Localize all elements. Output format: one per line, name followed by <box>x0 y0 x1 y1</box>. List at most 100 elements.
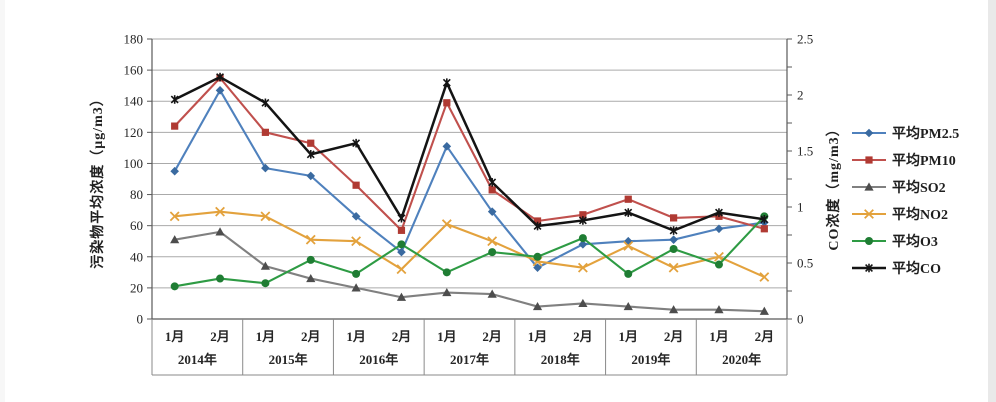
no2-line-marker-icon <box>852 208 886 219</box>
series-平均O3 <box>170 212 769 291</box>
month-label: 1月 <box>165 329 185 344</box>
month-label: 1月 <box>618 329 638 344</box>
x-marker-icon <box>623 240 634 251</box>
left-axis-tick-label: 120 <box>124 125 144 140</box>
year-label: 2018年 <box>541 352 580 367</box>
asterisk-marker-icon <box>714 208 723 217</box>
month-label: 1月 <box>437 329 457 344</box>
diamond-marker-icon <box>351 212 361 221</box>
asterisk-marker-icon <box>352 138 361 148</box>
asterisk-marker-icon <box>488 178 497 187</box>
x-marker-icon <box>351 236 362 247</box>
x-marker-icon <box>215 206 225 217</box>
series-平均PM10 <box>171 74 768 234</box>
legend-label: 平均CO <box>892 261 941 277</box>
circle-marker-icon <box>488 248 497 257</box>
left-axis-tick-label: 20 <box>130 280 143 295</box>
left-axis-tick-label: 80 <box>130 187 143 202</box>
month-label: 2月 <box>573 329 593 344</box>
asterisk-marker-icon <box>170 95 179 104</box>
so2-line-marker-icon <box>852 181 886 191</box>
diamond-marker-icon <box>864 128 874 137</box>
square-marker-icon <box>865 155 873 164</box>
asterisk-marker-icon <box>533 221 542 231</box>
triangle-marker-icon <box>669 305 679 314</box>
legend-label: 平均NO2 <box>892 207 948 223</box>
year-label: 2019年 <box>631 352 670 367</box>
co-line-marker-icon <box>852 263 886 272</box>
legend-item-no2: 平均NO2 <box>851 200 959 227</box>
x-marker-icon <box>714 251 724 262</box>
year-label: 2016年 <box>359 352 398 367</box>
left-axis-tick-label: 60 <box>130 218 143 233</box>
triangle-marker-icon <box>578 298 588 308</box>
month-label: 2月 <box>392 329 412 344</box>
asterisk-marker-icon <box>578 216 587 225</box>
legend-item-so2: 平均SO2 <box>851 173 959 200</box>
circle-marker-icon <box>170 282 179 291</box>
screen-edge-shade-left <box>0 0 5 402</box>
month-label: 2月 <box>301 329 321 344</box>
diamond-marker-icon <box>397 247 406 257</box>
series-line <box>173 89 765 269</box>
year-label: 2015年 <box>269 352 308 367</box>
circle-marker-icon <box>352 269 361 278</box>
asterisk-marker-icon <box>306 150 315 159</box>
series-平均CO <box>170 72 769 235</box>
diamond-marker-icon <box>578 240 588 249</box>
legend-label: 平均SO2 <box>892 180 946 196</box>
square-marker-icon <box>443 99 451 107</box>
circle-marker-icon <box>261 279 270 288</box>
x-marker-icon <box>169 211 180 222</box>
x-marker-icon <box>577 262 588 273</box>
triangle-marker-icon <box>396 292 407 301</box>
triangle-marker-icon <box>532 301 543 311</box>
diamond-marker-icon <box>215 86 225 95</box>
year-label: 2017年 <box>450 352 489 367</box>
square-marker-icon <box>307 139 315 147</box>
asterisk-marker-icon <box>216 72 225 82</box>
square-marker-icon <box>760 225 768 233</box>
triangle-marker-icon <box>170 235 180 244</box>
asterisk-marker-icon <box>669 226 678 235</box>
right-axis-tick-label: 1 <box>797 200 804 215</box>
square-marker-icon <box>171 122 179 130</box>
left-axis-tick-label: 160 <box>124 63 144 78</box>
month-label: 2月 <box>482 329 502 344</box>
diamond-marker-icon <box>487 207 497 216</box>
square-marker-icon <box>488 186 496 194</box>
diamond-marker-icon <box>669 235 678 244</box>
circle-marker-icon <box>306 255 315 264</box>
month-label: 1月 <box>709 329 729 344</box>
circle-marker-icon <box>442 268 451 277</box>
legend-item-pm10: 平均PM10 <box>851 146 959 173</box>
pm10-line-marker-icon <box>852 155 886 164</box>
o3-line-marker-icon <box>852 236 886 245</box>
right-axis-tick-label: 0.5 <box>797 256 813 271</box>
triangle-marker-icon <box>351 283 361 292</box>
series-line <box>174 210 765 278</box>
x-marker-icon <box>305 234 316 245</box>
asterisk-marker-icon <box>865 263 873 272</box>
circle-marker-icon <box>397 240 406 249</box>
square-marker-icon <box>670 214 678 222</box>
x-marker-icon <box>441 219 452 230</box>
series-line <box>174 75 765 232</box>
left-axis-tick-label: 0 <box>137 312 144 327</box>
right-axis-tick-label: 2.5 <box>797 32 813 47</box>
legend-label: 平均PM10 <box>892 153 956 169</box>
month-label: 2月 <box>755 329 775 344</box>
left-axis-tick-label: 100 <box>124 156 144 171</box>
diamond-marker-icon <box>261 163 270 173</box>
triangle-marker-icon <box>864 181 874 191</box>
square-marker-icon <box>352 181 360 189</box>
legend-label: 平均O3 <box>892 234 938 250</box>
triangle-marker-icon <box>759 306 769 315</box>
x-marker-icon <box>396 264 407 275</box>
right-axis-tick-label: 2 <box>797 88 804 103</box>
diamond-marker-icon <box>306 171 316 181</box>
triangle-marker-icon <box>442 287 452 297</box>
square-marker-icon <box>624 195 632 203</box>
diamond-marker-icon <box>623 236 633 246</box>
